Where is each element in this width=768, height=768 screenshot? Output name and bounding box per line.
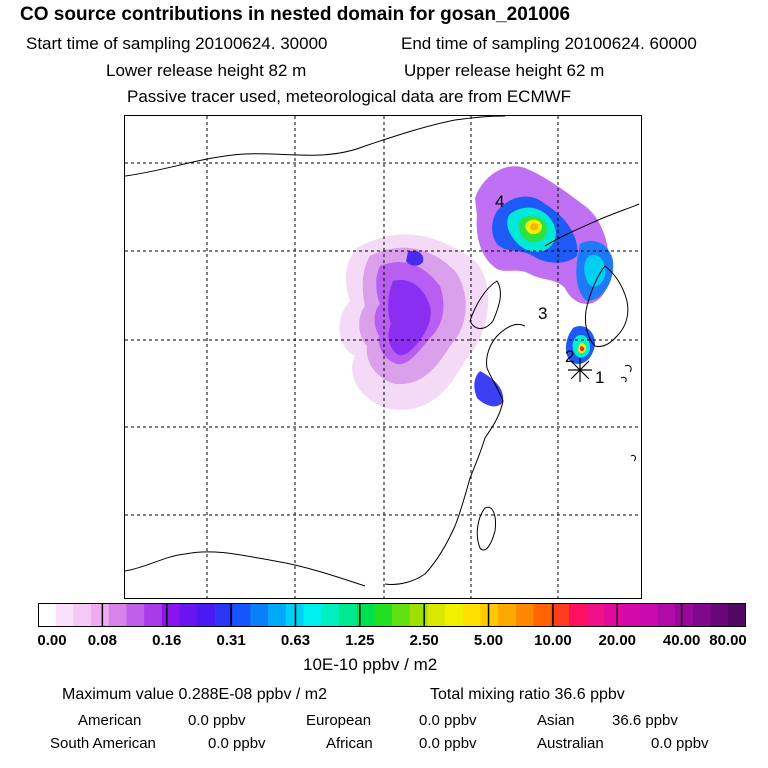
colorbar-tick-label: 0.08 <box>87 632 117 649</box>
colorbar-segment <box>622 603 641 627</box>
colorbar-segment <box>55 603 74 627</box>
colorbar-tick-label: 0.16 <box>152 632 182 649</box>
colorbar-tick-label: 10.00 <box>534 632 572 649</box>
colorbar-segment <box>338 603 358 627</box>
colorbar-unit-label: 10E-10 ppbv / m2 <box>303 655 438 674</box>
maximum-value: Maximum value 0.288E-08 ppbv / m2 <box>62 686 328 703</box>
american-label: American <box>78 712 142 729</box>
colorbar-segment <box>427 603 446 627</box>
african-label: African <box>326 735 373 752</box>
colorbar-segment <box>38 603 57 627</box>
plume-field <box>339 166 614 410</box>
taiwan <box>476 506 496 551</box>
colorbar-segment <box>728 603 746 627</box>
coastlines <box>125 116 640 587</box>
colorbar-tick-label: 0.00 <box>37 632 67 649</box>
colorbar-segment <box>73 603 92 627</box>
colorbar-segment <box>144 603 163 627</box>
colorbar-segment <box>126 603 145 627</box>
gosan-station-marker <box>568 358 592 382</box>
end-time-label: End time of sampling 20100624. 60000 <box>401 34 697 53</box>
colorbar-segment <box>232 603 251 627</box>
colorbar-tick-label: 5.00 <box>473 632 504 649</box>
colorbar <box>38 603 746 627</box>
border-southwest <box>125 551 366 587</box>
map-grid <box>125 116 641 598</box>
colorbar-border <box>38 603 746 627</box>
border-northeast <box>544 203 640 247</box>
colorbar-segment <box>268 603 287 627</box>
colorbar-segment <box>551 603 570 627</box>
asian-label: Asian <box>537 712 575 729</box>
colorbar-tick-label: 1.25 <box>345 632 375 649</box>
total-mixing-ratio: Total mixing ratio 36.6 ppbv <box>430 686 625 703</box>
colorbar-segment <box>533 603 552 627</box>
colorbar-segment <box>179 603 198 627</box>
colorbar-segment <box>569 603 588 627</box>
colorbar-tick-label: 0.31 <box>216 632 246 649</box>
australian-label: Australian <box>537 735 604 752</box>
coastline-china-east <box>384 323 526 585</box>
marker-1: 1 <box>595 368 604 387</box>
colorbar-segment <box>409 603 428 627</box>
chart-title: CO source contributions in nested domain… <box>20 4 571 25</box>
plume-violet <box>388 280 431 356</box>
plume-coast-cyan <box>584 255 606 287</box>
colorbar-segment <box>91 603 110 627</box>
colorbar-tick-label: 20.00 <box>598 632 637 649</box>
colorbar-segment <box>374 603 393 627</box>
plume-gosan-red <box>580 346 585 352</box>
south-american-value: 0.0 ppbv <box>208 735 266 752</box>
colorbar-segment <box>161 603 181 627</box>
colorbar-segment <box>515 603 535 627</box>
colorbar-tick-label: 40.00 <box>662 632 701 649</box>
colorbar-segment <box>639 603 658 627</box>
colorbar-segment <box>604 603 623 627</box>
colorbar-segment <box>462 603 481 627</box>
colorbar-segment <box>303 603 322 627</box>
colorbar-tick-label: 80.00 <box>709 632 747 649</box>
australian-value: 0.0 ppbv <box>651 735 709 752</box>
colorbar-segment <box>586 603 605 627</box>
marker-2: 2 <box>565 347 574 366</box>
coastline-bohai <box>469 280 501 329</box>
colorbar-segment <box>480 603 499 627</box>
coastline-korea <box>584 265 629 347</box>
colorbar-segment <box>356 603 375 627</box>
japan-islands <box>620 365 636 462</box>
american-value: 0.0 ppbv <box>188 712 246 729</box>
plume-blue-north <box>406 250 424 266</box>
colorbar-segment <box>215 603 234 627</box>
upper-release-height: Upper release height 62 m <box>404 61 605 80</box>
european-value: 0.0 ppbv <box>419 712 477 729</box>
marker-4: 4 <box>495 192 504 211</box>
colorbar-segment <box>321 603 340 627</box>
colorbar-segment <box>710 603 729 627</box>
colorbar-tick-label: 0.63 <box>280 632 311 649</box>
colorbar-segment <box>108 603 127 627</box>
african-value: 0.0 ppbv <box>419 735 477 752</box>
colorbar-segment <box>197 603 216 627</box>
station-line-4 <box>570 360 590 380</box>
marker-3: 3 <box>538 304 547 323</box>
plume-blue-south <box>474 371 504 407</box>
start-time-label: Start time of sampling 20100624. 30000 <box>26 34 328 53</box>
south-american-label: South American <box>50 735 156 752</box>
european-label: European <box>306 712 372 729</box>
plume-ne-orange <box>530 223 539 231</box>
colorbar-segment <box>498 603 517 627</box>
lower-release-height: Lower release height 82 m <box>106 61 307 80</box>
colorbar-tick-label: 2.50 <box>409 632 439 649</box>
colorbar-segment <box>445 603 464 627</box>
border-north <box>125 116 506 177</box>
tracer-note: Passive tracer used, meteorological data… <box>127 87 572 106</box>
map-panel: 4 3 2 1 <box>124 115 642 599</box>
colorbar-segment <box>675 603 694 627</box>
colorbar-segment <box>392 603 411 627</box>
colorbar-segment <box>692 603 712 627</box>
map-svg: 4 3 2 1 <box>125 116 641 598</box>
colorbar-segment <box>657 603 676 627</box>
colorbar-segment <box>250 603 269 627</box>
asian-value: 36.6 ppbv <box>612 712 678 729</box>
